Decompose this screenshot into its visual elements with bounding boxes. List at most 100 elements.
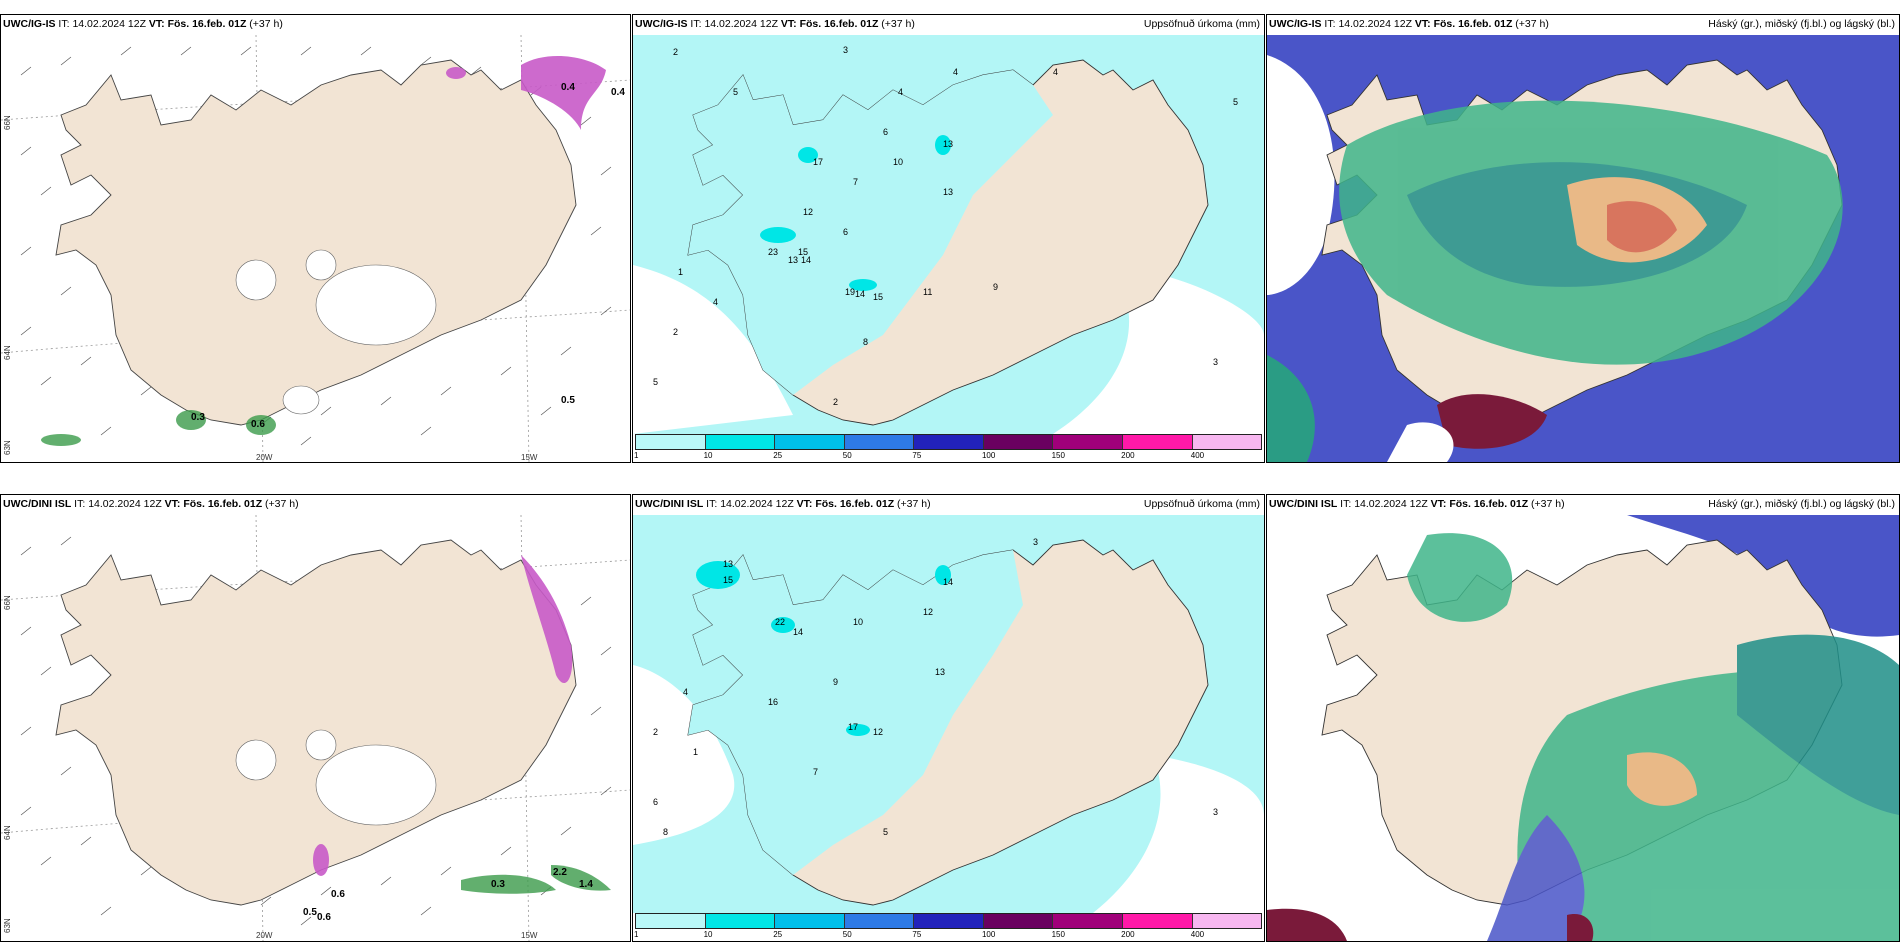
- panel-clouds-dini-isl: UWC/DINI ISL IT: 14.02.2024 12Z VT: Fös.…: [1266, 494, 1900, 942]
- vt-label: VT:: [796, 498, 813, 510]
- lead-time: (+37 h): [881, 18, 915, 30]
- legend-swatch: [983, 914, 1054, 928]
- legend-swatch: [1053, 435, 1123, 449]
- precip-value: 23: [768, 247, 778, 257]
- panel-title: Uppsöfnuð úrkoma (mm): [1143, 498, 1260, 510]
- precip-value: 5: [733, 87, 738, 97]
- vt-value: Fös. 16.feb. 01Z: [799, 18, 879, 30]
- legend-swatch: [775, 435, 845, 449]
- legend-tick: 100: [981, 451, 996, 460]
- precip-value: 15: [798, 247, 808, 257]
- value-label: 0.4: [561, 82, 575, 93]
- precip-value: 7: [813, 767, 818, 777]
- precip-value: 6: [883, 127, 888, 137]
- precip-value: 17: [848, 722, 858, 732]
- value-label: 0.6: [317, 912, 331, 923]
- precip-value: 7: [853, 177, 858, 187]
- precip-value: 4: [683, 687, 688, 697]
- lead-time: (+37 h): [249, 18, 283, 30]
- vt-label: VT:: [164, 498, 181, 510]
- model-name: UWC/IG-IS: [1269, 18, 1322, 30]
- vt-value: Fös. 16.feb. 01Z: [183, 498, 263, 510]
- precip-legend: 1 10 25 50 75 100 150 200 400: [633, 434, 1264, 462]
- lead-time: (+37 h): [897, 498, 931, 510]
- model-name: UWC/DINI ISL: [3, 498, 72, 510]
- snow-area: [313, 555, 573, 876]
- precip-value: 5: [1233, 97, 1238, 107]
- it-label: IT:: [74, 498, 86, 510]
- lon-label-20w: 20W: [256, 931, 273, 940]
- legend-swatch: [983, 435, 1054, 449]
- clouds-map: [1267, 515, 1899, 941]
- precip-value: 14: [855, 289, 865, 299]
- wind-barbs: [20, 536, 612, 926]
- legend-color-bar: [635, 434, 1262, 450]
- legend-swatch: [1192, 914, 1262, 928]
- legend-tick: 25: [773, 451, 783, 460]
- precip-map: 3 13 15 22 14 16 17 12 10 13 9 12 14 7 5…: [633, 515, 1264, 913]
- precip-value: 4: [713, 297, 718, 307]
- legend-tick: 400: [1190, 451, 1205, 460]
- precip-legend: 1 10 25 50 75 100 150 200 400: [633, 913, 1264, 941]
- value-label: 0.6: [251, 419, 265, 430]
- precip-green: [41, 410, 276, 446]
- precip-value: 14: [943, 577, 953, 587]
- lat-label-64: 64N: [3, 825, 12, 840]
- lon-label-20w: 20W: [256, 453, 273, 462]
- value-label: 0.3: [491, 879, 505, 890]
- legend-ticks: 1 10 25 50 75 100 150 200 400: [634, 930, 1262, 940]
- legend-swatch: [844, 914, 915, 928]
- precip-value: 3: [843, 45, 848, 55]
- lat-label-64: 64N: [3, 345, 12, 360]
- legend-swatch: [705, 914, 776, 928]
- model-name: UWC/IG-IS: [635, 18, 688, 30]
- precip-value: 3: [1033, 537, 1038, 547]
- value-label: 2.2: [553, 867, 567, 878]
- precip-value: 5: [653, 377, 658, 387]
- legend-swatch: [636, 435, 706, 449]
- precip-value: 17: [813, 157, 823, 167]
- precip-value: 19: [845, 287, 855, 297]
- precip-value: 10: [853, 617, 863, 627]
- precip-value: 13: [935, 667, 945, 677]
- panel-wind-dini-isl: UWC/DINI ISL IT: 14.02.2024 12Z VT: Fös.…: [0, 494, 631, 942]
- lead-time: (+37 h): [1515, 18, 1549, 30]
- it-label: IT:: [1340, 498, 1352, 510]
- legend-tick: 200: [1121, 930, 1135, 939]
- precip-value: 11: [923, 287, 932, 297]
- wind-map: 0.5 0.3 0.6 0.4 0.4: [1, 35, 630, 462]
- legend-ticks: 1 10 25 50 75 100 150 200 400: [634, 451, 1262, 461]
- precip-value: 2: [673, 47, 678, 57]
- precip-value: 14: [801, 255, 811, 265]
- legend-tick: 50: [842, 451, 852, 460]
- precip-value: 8: [663, 827, 668, 837]
- precip-value: 22: [775, 617, 785, 627]
- precip-value: 6: [653, 797, 658, 807]
- precip-value: 1: [693, 747, 698, 757]
- panel-wind-ig-is: UWC/IG-IS IT: 14.02.2024 12Z VT: Fös. 16…: [0, 14, 631, 463]
- legend-tick: 75: [912, 930, 922, 939]
- precip-value: 13: [943, 139, 953, 149]
- precip-value: 12: [923, 607, 933, 617]
- it-value: 14.02.2024 12Z: [1338, 18, 1412, 30]
- precip-value: 2: [833, 397, 838, 407]
- legend-swatch: [914, 914, 984, 928]
- it-value: 14.02.2024 12Z: [72, 18, 146, 30]
- legend-tick: 1: [634, 451, 639, 460]
- precip-value: 4: [1053, 67, 1058, 77]
- legend-tick: 400: [1190, 930, 1205, 939]
- legend-tick: 150: [1051, 930, 1065, 939]
- panel-header: UWC/IG-IS IT: 14.02.2024 12Z VT: Fös. 16…: [3, 18, 626, 34]
- precip-value: 15: [873, 292, 883, 302]
- it-label: IT:: [58, 18, 70, 30]
- precip-value: 8: [863, 337, 868, 347]
- snow-area: [446, 55, 606, 131]
- legend-tick: 100: [981, 930, 996, 939]
- precip-value: 15: [723, 575, 733, 585]
- legend-swatch: [1122, 914, 1193, 928]
- legend-tick: 1: [634, 930, 639, 939]
- precip-value: 2: [673, 327, 678, 337]
- vt-label: VT:: [780, 18, 797, 30]
- vt-label: VT:: [1414, 18, 1431, 30]
- legend-swatch: [844, 435, 915, 449]
